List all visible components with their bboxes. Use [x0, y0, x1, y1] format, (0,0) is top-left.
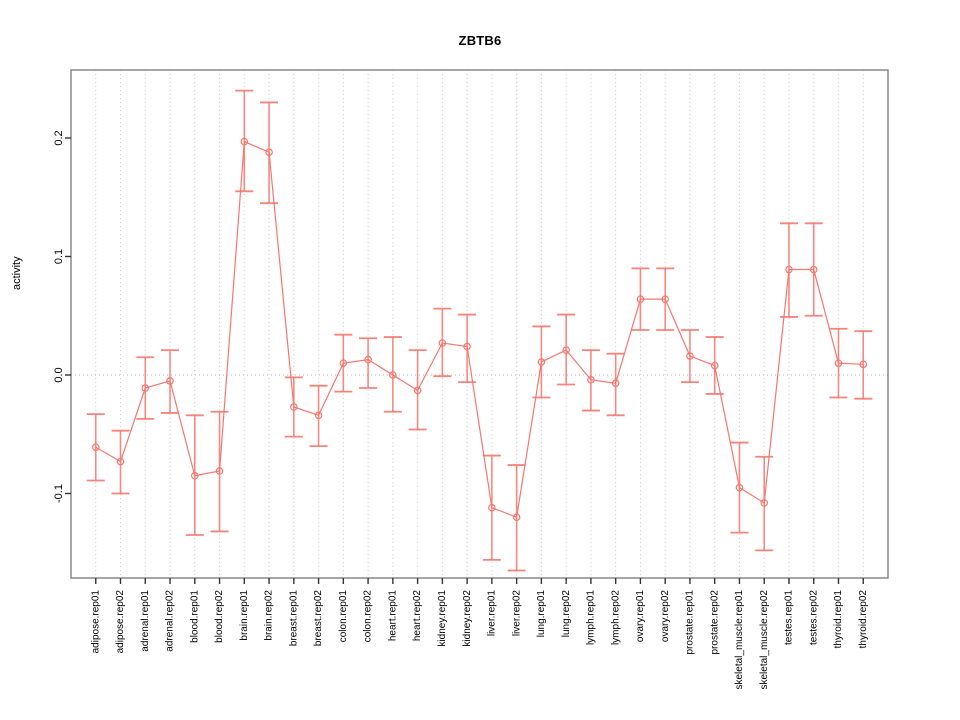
x-axis-tick-label: thyroid.rep01: [833, 590, 844, 649]
x-axis-tick-label: adrenal.rep02: [165, 590, 176, 652]
data-point-marker: [834, 359, 843, 367]
data-point-marker: [265, 148, 273, 157]
x-axis-tick-label: breast.rep02: [313, 590, 324, 647]
x-axis-tick-label: heart.rep02: [412, 590, 423, 642]
data-point-marker: [215, 467, 224, 475]
x-axis-tick-label: blood.rep01: [189, 590, 200, 643]
data-point-marker: [512, 513, 521, 522]
data-point-marker: [686, 352, 694, 360]
x-axis-tick-label: lymph.rep02: [610, 590, 621, 645]
data-point-marker: [314, 411, 323, 420]
x-axis-tick-label: kidney.rep01: [437, 590, 448, 647]
data-point-marker: [760, 499, 769, 507]
x-axis-tick-label: skeletal_muscle.rep02: [759, 590, 770, 690]
data-point-marker: [290, 403, 298, 411]
series-points: [86, 89, 873, 572]
x-axis-tick-label: brain.rep02: [264, 590, 275, 641]
y-axis-tick-label: -0.1: [53, 484, 65, 503]
x-axis-tick-label: liver.rep02: [511, 590, 522, 637]
data-point-marker: [809, 265, 818, 274]
data-point-marker: [141, 384, 150, 392]
y-axis-tick-label: 0.1: [53, 249, 65, 264]
data-point-marker: [339, 359, 348, 367]
x-axis-tick-label: colon.rep01: [338, 590, 349, 643]
x-axis-tick-label: adipose.rep01: [90, 590, 101, 654]
data-point-marker: [587, 375, 595, 384]
x-axis-tick-label: thyroid.rep02: [858, 590, 869, 649]
y-axis: 0.2 0.1 0.0 -0.1: [53, 130, 71, 503]
data-point-marker: [488, 503, 496, 512]
x-axis-tick-label: lung.rep01: [536, 590, 547, 638]
data-point-marker: [710, 361, 719, 370]
x-axis-tick-label: prostate.rep02: [709, 590, 720, 655]
x-axis-tick-label: liver.rep01: [487, 590, 498, 637]
x-axis-tick-label: testes.rep02: [808, 590, 819, 645]
data-point-marker: [859, 360, 868, 369]
x-axis-tick-label: kidney.rep02: [462, 590, 473, 647]
data-point-marker: [91, 443, 100, 452]
data-point-marker: [661, 295, 669, 303]
x-axis-tick-label: lung.rep02: [561, 590, 572, 638]
x-axis-tick-label: colon.rep02: [363, 590, 374, 643]
data-point-marker: [240, 137, 249, 146]
x-axis-tick-label: heart.rep01: [387, 590, 398, 642]
data-point-marker: [537, 358, 546, 366]
chart-title: ZBTB6: [458, 33, 502, 48]
data-point-marker: [116, 457, 125, 466]
y-axis-tick-label: 0.0: [53, 367, 65, 382]
data-point-marker: [413, 386, 422, 395]
data-point-marker: [190, 471, 199, 480]
x-axis-tick-label: breast.rep01: [288, 590, 299, 647]
data-point-marker: [735, 483, 744, 492]
x-axis-tick-label: ovary.rep01: [635, 590, 646, 643]
data-point-marker: [785, 265, 793, 274]
x-axis-tick-label: lymph.rep01: [586, 590, 597, 645]
grid-lines: [71, 70, 888, 578]
x-axis-tick-label: testes.rep01: [784, 590, 795, 645]
x-axis-tick-label: prostate.rep01: [685, 590, 696, 655]
x-axis: adipose.rep01 adipose.rep02 adrenal.rep01 a…: [90, 578, 869, 690]
x-axis-tick-label: adipose.rep02: [115, 590, 126, 654]
x-axis-tick-label: blood.rep02: [214, 590, 225, 643]
y-axis-tick-label: 0.2: [53, 130, 65, 145]
x-axis-tick-label: ovary.rep02: [660, 590, 671, 643]
data-point-marker: [389, 371, 397, 379]
data-point-marker: [166, 377, 174, 385]
x-axis-tick-label: adrenal.rep01: [140, 590, 151, 652]
data-point-marker: [611, 379, 620, 388]
data-point-marker: [636, 295, 645, 303]
series-line: [95, 140, 864, 519]
data-point-marker: [562, 346, 570, 354]
data-point-marker: [438, 339, 447, 347]
x-axis-tick-label: brain.rep01: [239, 590, 250, 641]
data-point-marker: [364, 355, 372, 364]
plot-frame: [70, 69, 889, 579]
data-point-marker: [463, 342, 471, 351]
x-axis-tick-label: skeletal_muscle.rep01: [734, 590, 745, 690]
